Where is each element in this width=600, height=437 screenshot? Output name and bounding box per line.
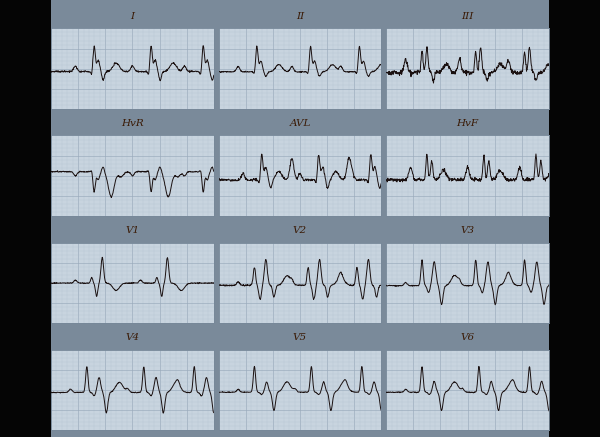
Text: V1: V1: [125, 226, 139, 235]
Text: HvR: HvR: [121, 119, 144, 128]
Text: V6: V6: [461, 333, 475, 343]
Text: HvF: HvF: [457, 119, 479, 128]
Text: V5: V5: [293, 333, 307, 343]
Text: V4: V4: [125, 333, 139, 343]
Text: V3: V3: [461, 226, 475, 235]
Text: I: I: [130, 12, 134, 21]
Text: II: II: [296, 12, 304, 21]
Text: III: III: [461, 12, 474, 21]
Text: AVL: AVL: [289, 119, 311, 128]
Text: V2: V2: [293, 226, 307, 235]
